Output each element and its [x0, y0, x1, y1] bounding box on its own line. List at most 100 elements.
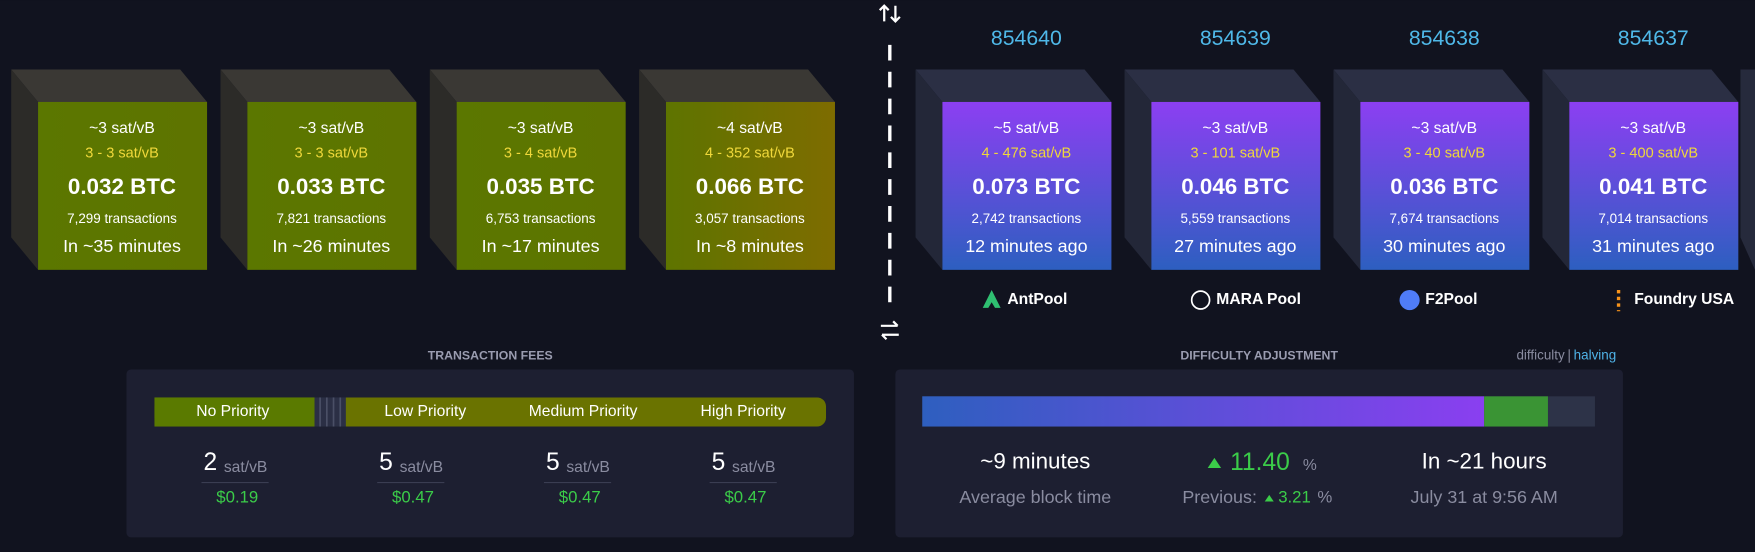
pool-name: AntPool	[1007, 291, 1067, 308]
block-fee-range: 3 - 3 sat/vB	[85, 145, 159, 161]
mempool-block[interactable]: ~3 sat/vB 3 - 3 sat/vB 0.032 BTC 7,299 tran…	[11, 69, 208, 270]
block-side	[220, 69, 248, 270]
swap-icon[interactable]	[878, 4, 901, 23]
block-tx-count: 7,821 transactions	[276, 211, 386, 226]
block-side	[1542, 69, 1570, 270]
block-top	[220, 69, 417, 102]
block-side	[639, 69, 666, 270]
fee-unit: sat/vB	[400, 459, 444, 476]
stat-value: In ~21 hours	[1422, 448, 1547, 473]
pool[interactable]: MARA Pool	[1190, 290, 1301, 310]
stat-value: ~9 minutes	[980, 448, 1090, 473]
block-fee-median: ~5 sat/vB	[994, 120, 1060, 137]
block-total: 0.032 BTC	[68, 174, 176, 199]
block-top	[11, 69, 208, 102]
block-face	[665, 101, 835, 270]
block-fee-range: 3 - 40 sat/vB	[1403, 145, 1485, 161]
block-height[interactable]: 854638	[1409, 26, 1480, 50]
block-fee-range: 4 - 476 sat/vB	[981, 145, 1071, 161]
progress-elapsed	[922, 396, 1485, 427]
priority-label: Low Priority	[384, 403, 466, 420]
block-fee-median: ~3 sat/vB	[1620, 120, 1686, 137]
fee-unit: sat/vB	[566, 459, 610, 476]
fee-unit: sat/vB	[732, 459, 776, 476]
mined-block[interactable]: ~3 sat/vB 3 - 101 sat/vB 0.046 BTC 5,559 tr…	[1124, 69, 1321, 270]
block-time: In ~26 minutes	[272, 236, 390, 256]
block-fee-median: ~3 sat/vB	[1411, 120, 1477, 137]
mempool-block[interactable]: ~3 sat/vB 3 - 3 sat/vB 0.033 BTC 7,821 tran…	[220, 69, 417, 270]
block-fee-range: 4 - 352 sat/vB	[705, 145, 795, 161]
block-height[interactable]: 854640	[991, 26, 1062, 50]
pool-name: MARA Pool	[1216, 291, 1301, 308]
tab-link[interactable]: halving	[1574, 348, 1617, 363]
block-top	[915, 69, 1112, 102]
pool-icon	[1190, 290, 1211, 310]
priority-label: Medium Priority	[529, 403, 638, 420]
block-top	[1542, 69, 1739, 102]
block-time: In ~8 minutes	[696, 236, 804, 256]
mempool-block[interactable]: ~3 sat/vB 3 - 4 sat/vB 0.035 BTC 6,753 tran…	[429, 69, 626, 270]
fee-rate: 5	[712, 449, 726, 476]
block-tx-count: 7,014 transactions	[1598, 211, 1708, 226]
tab-link[interactable]: difficulty	[1516, 348, 1565, 363]
fees-panel	[126, 369, 854, 538]
block-total: 0.033 BTC	[277, 174, 385, 199]
block-time: 31 minutes ago	[1592, 236, 1714, 256]
pool[interactable]: AntPool	[982, 289, 1068, 308]
priority-label: No Priority	[196, 403, 269, 420]
block-time: 30 minutes ago	[1383, 236, 1505, 256]
block-side	[915, 69, 943, 270]
fee-usd: $0.47	[559, 488, 601, 507]
block-face	[1151, 101, 1321, 270]
block-total: 0.041 BTC	[1599, 174, 1707, 199]
block-top	[429, 69, 626, 102]
fee-usd: $0.47	[724, 488, 766, 507]
pool[interactable]: Foundry USA	[1616, 289, 1735, 312]
arrow-icon[interactable]	[880, 320, 899, 341]
stat-label: Average block time	[959, 487, 1111, 507]
stat-label: Previous:	[1182, 487, 1257, 507]
stat-value: 3.21	[1278, 488, 1311, 507]
block-side	[1333, 69, 1361, 270]
mined-block[interactable]: ~3 sat/vB 3 - 400 sat/vB 0.041 BTC 7,014 tr…	[1542, 69, 1739, 270]
pool-icon	[1399, 289, 1420, 311]
block-face	[1569, 101, 1739, 270]
block-top	[1124, 69, 1321, 102]
mined-block[interactable]: ~3 sat/vB 3 - 40 sat/vB 0.036 BTC 7,674 tra…	[1333, 69, 1530, 270]
block-fee-median: ~3 sat/vB	[89, 120, 155, 137]
pool-name: Foundry USA	[1634, 291, 1734, 308]
fee-rate: 5	[379, 449, 393, 476]
mined-block[interactable]: ~5 sat/vB 4 - 476 sat/vB 0.073 BTC 2,742 tr…	[915, 69, 1112, 270]
block-side	[11, 69, 39, 270]
block-tx-count: 6,753 transactions	[486, 211, 596, 226]
block-face	[38, 101, 208, 270]
pool[interactable]: F2Pool	[1399, 289, 1478, 311]
section-title: DIFFICULTY ADJUSTMENT	[1180, 348, 1338, 362]
block-tx-count: 7,299 transactions	[67, 211, 177, 226]
unit: %	[1317, 488, 1332, 507]
block-tx-count: 2,742 transactions	[972, 211, 1082, 226]
block-time: 12 minutes ago	[965, 236, 1087, 256]
block-face	[942, 101, 1112, 270]
block-tx-count: 5,559 transactions	[1180, 211, 1290, 226]
block-height[interactable]: 854639	[1200, 26, 1271, 50]
block-face	[456, 101, 626, 270]
block-total: 0.066 BTC	[696, 174, 804, 199]
priority-label: High Priority	[701, 403, 786, 420]
block-total: 0.073 BTC	[972, 174, 1080, 199]
block-tx-count: 3,057 transactions	[695, 211, 805, 226]
block-tx-count: 7,674 transactions	[1389, 211, 1499, 226]
up-arrow	[1264, 494, 1274, 502]
block-fee-range: 3 - 101 sat/vB	[1190, 145, 1280, 161]
block-fee-range: 3 - 400 sat/vB	[1608, 145, 1698, 161]
block-height[interactable]: 854637	[1618, 26, 1689, 50]
fee-rate: 5	[546, 449, 560, 476]
mempool-block[interactable]: ~4 sat/vB 4 - 352 sat/vB 0.066 BTC 3,057 tr…	[639, 69, 835, 270]
block-fee-median: ~4 sat/vB	[717, 120, 783, 137]
unit: %	[1303, 457, 1317, 474]
block-time: 27 minutes ago	[1174, 236, 1296, 256]
block-fee-range: 3 - 4 sat/vB	[504, 145, 578, 161]
block-face	[247, 101, 417, 270]
